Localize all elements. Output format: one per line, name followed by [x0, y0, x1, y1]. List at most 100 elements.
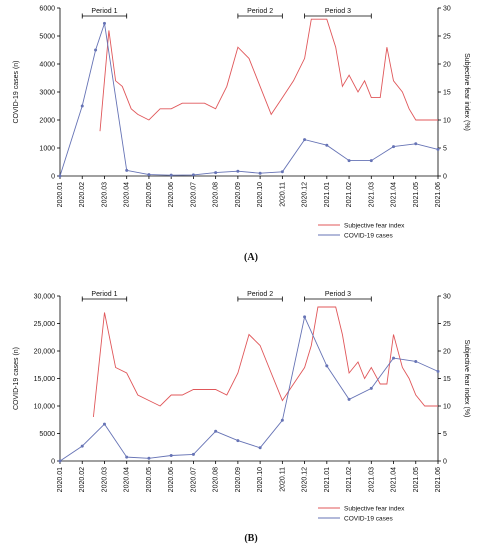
- left-tick-label: 0: [51, 174, 55, 181]
- covid-cases-point: [392, 356, 396, 360]
- series-line-covid-cases: [59, 23, 439, 177]
- covid-cases-point: [347, 159, 351, 163]
- covid-cases-point: [392, 145, 396, 149]
- x-tick-label: 2020.02: [79, 182, 86, 207]
- right-tick-label: 0: [443, 459, 447, 466]
- covid-cases-point: [280, 170, 284, 174]
- x-tick-label: 2020.01: [57, 467, 64, 492]
- right-tick-label: 0: [443, 174, 447, 181]
- series-line-covid-cases: [59, 315, 439, 462]
- x-tick-label: 2021.05: [413, 467, 420, 492]
- legend-label: COVID-19 cases: [344, 515, 394, 522]
- x-tick-label: 2020.07: [190, 467, 197, 492]
- covid-cases-point: [125, 455, 129, 459]
- period-label: Period 2: [247, 291, 273, 298]
- x-tick-label: 2020.08: [213, 182, 220, 207]
- covid-cases-point: [169, 173, 173, 177]
- x-tick-label: 2020.04: [124, 467, 131, 492]
- covid-cases-point: [414, 142, 418, 146]
- x-tick-label: 2020.12: [302, 182, 309, 207]
- right-tick-label: 10: [443, 118, 451, 125]
- x-tick-label: 2021.02: [346, 182, 353, 207]
- period-label: Period 1: [91, 291, 117, 298]
- x-tick-label: 2020.06: [168, 182, 175, 207]
- chart-panel-a: 0 1000 2000 3000 4000 5000 6000 0 5 10 15 20 25 30 202…: [13, 6, 470, 264]
- covid-cases-point: [94, 48, 98, 52]
- x-tick-label: 2020.01: [57, 182, 64, 207]
- right-tick-label: 15: [443, 90, 451, 97]
- x-tick-label: 2020.11: [279, 182, 286, 207]
- period-label: Period 1: [91, 8, 117, 15]
- left-tick-label: 2000: [39, 118, 55, 125]
- right-tick-label: 25: [443, 34, 451, 41]
- covid-cases-point: [214, 429, 218, 433]
- covid-cases-point: [436, 147, 440, 151]
- x-tick-label: 2020.07: [190, 182, 197, 207]
- covid-cases-point: [147, 456, 151, 460]
- right-tick-label: 30: [443, 294, 451, 301]
- x-tick-label: 2021.06: [435, 182, 442, 207]
- x-tick-label: 2020.05: [146, 467, 153, 492]
- left-tick-label: 15,000: [34, 376, 56, 383]
- left-tick-label: 30,000: [34, 294, 56, 301]
- right-tick-label: 20: [443, 62, 451, 69]
- covid-cases-point: [191, 173, 195, 177]
- left-tick-label: 20,000: [34, 349, 56, 356]
- x-tick-label: 2020.10: [257, 182, 264, 207]
- covid-cases-point: [303, 138, 307, 142]
- period-label: Period 3: [325, 291, 351, 298]
- covid-cases-point: [236, 169, 240, 173]
- legend-label: COVID-19 cases: [344, 232, 394, 239]
- right-tick-label: 20: [443, 349, 451, 356]
- chart-panel-b: 0 5000 10,000 15,000 20,000 25,000 30,000 0 5 10 1…: [13, 291, 470, 544]
- covid-cases-point: [102, 422, 106, 426]
- x-tick-label: 2021.05: [413, 182, 420, 207]
- panel-label: (A): [244, 252, 258, 263]
- y-axis-right-label: Subjective fear index (%): [463, 340, 470, 418]
- right-tick-label: 5: [443, 431, 447, 438]
- covid-cases-point: [369, 159, 373, 163]
- legend-label: Subjective fear index: [344, 505, 405, 512]
- y-axis-left-label: COVID-19 cases (n): [13, 60, 20, 123]
- covid-cases-point: [80, 104, 84, 108]
- x-tick-label: 2021.04: [391, 467, 398, 492]
- covid-cases-point: [258, 171, 262, 175]
- covid-cases-point: [125, 168, 129, 172]
- covid-cases-point: [414, 359, 418, 363]
- left-tick-label: 25,000: [34, 321, 56, 328]
- covid-cases-point: [80, 444, 84, 448]
- x-tick-label: 2020.12: [302, 467, 309, 492]
- x-tick-label: 2020.09: [235, 467, 242, 492]
- x-tick-label: 2020.10: [257, 467, 264, 492]
- legend-label: Subjective fear index: [344, 222, 405, 229]
- covid-cases-point: [147, 173, 151, 177]
- left-tick-label: 6000: [39, 6, 55, 13]
- x-tick-label: 2020.03: [101, 182, 108, 207]
- x-tick-label: 2020.11: [279, 467, 286, 492]
- left-tick-label: 1000: [39, 146, 55, 153]
- period-label: Period 2: [247, 8, 273, 15]
- left-tick-label: 5000: [39, 431, 55, 438]
- covid-cases-point: [303, 315, 307, 319]
- covid-cases-point: [58, 459, 62, 463]
- left-tick-label: 0: [51, 459, 55, 466]
- x-tick-label: 2021.06: [435, 467, 442, 492]
- covid-cases-point: [325, 364, 329, 368]
- covid-cases-point: [191, 452, 195, 456]
- x-tick-label: 2021.04: [391, 182, 398, 207]
- x-tick-label: 2021.03: [368, 182, 375, 207]
- panel-label: (B): [244, 533, 257, 544]
- covid-cases-point: [236, 439, 240, 443]
- x-tick-label: 2020.08: [213, 467, 220, 492]
- x-tick-label: 2021.03: [368, 467, 375, 492]
- period-label: Period 3: [325, 8, 351, 15]
- right-tick-label: 25: [443, 321, 451, 328]
- covid-cases-point: [347, 397, 351, 401]
- left-tick-label: 10,000: [34, 404, 56, 411]
- covid-cases-point: [280, 418, 284, 422]
- x-tick-label: 2020.04: [124, 182, 131, 207]
- y-axis-left-label: COVID-19 cases (n): [13, 347, 20, 410]
- covid-cases-point: [58, 174, 62, 178]
- series-line-fear-index: [92, 306, 438, 418]
